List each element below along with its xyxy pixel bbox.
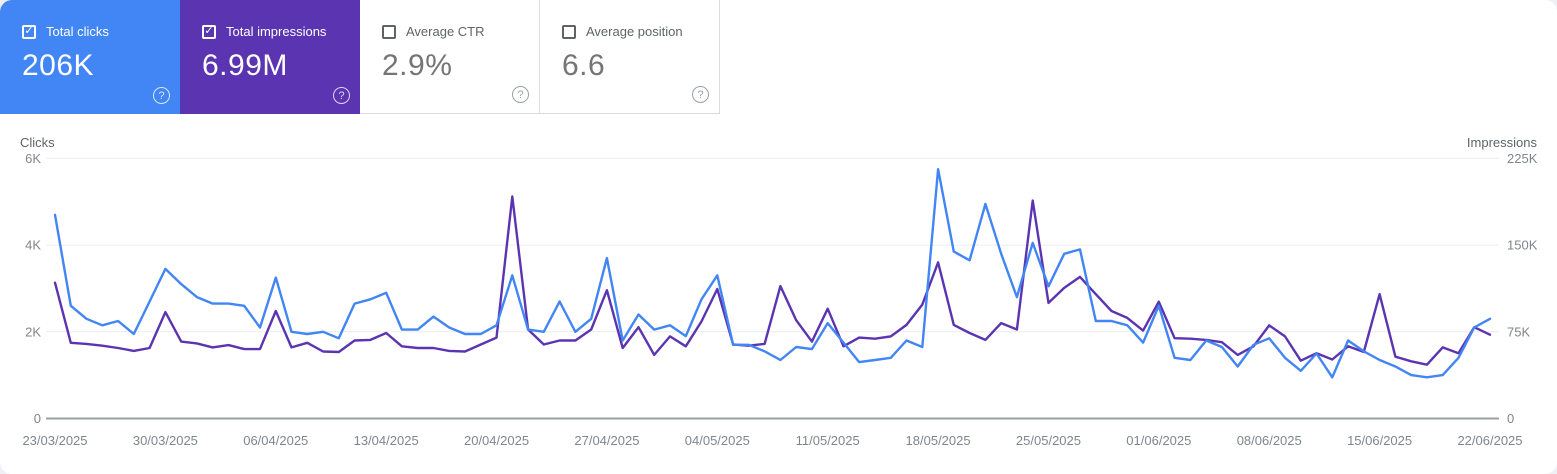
right-tick-label: 0 [1507,411,1514,426]
help-icon[interactable]: ? [692,86,709,103]
gridlines [46,157,1499,420]
clicks-impressions-line-chart: Clicks Impressions 6K 4K 2K 0 225K 150K 75K 0 2… [20,135,1538,448]
left-tick-label: 0 [34,411,41,426]
average-ctr-value: 2.9% [382,49,453,82]
total-impressions-checkbox[interactable]: ✓ [202,24,216,39]
right-tick-label: 75K [1507,324,1530,339]
average-position-checkbox[interactable] [562,24,576,39]
clicks-line-series [53,168,1492,379]
total-impressions-card[interactable]: ✓ Total impressions 6.99M ? [180,0,360,114]
total-impressions-label: Total impressions [226,24,327,39]
metric-cards-row: ✓ Total clicks 206K ? ✓ Total impression… [0,0,720,114]
date-label: 01/06/2025 [1126,433,1191,448]
total-clicks-card[interactable]: ✓ Total clicks 206K ? [0,0,180,114]
date-label: 18/05/2025 [906,433,971,448]
date-label: 30/03/2025 [133,433,198,448]
left-axis-title: Clicks [20,135,55,150]
axis-tick-labels: 6K 4K 2K 0 225K 150K 75K 0 [25,151,1538,426]
average-ctr-checkbox[interactable] [382,24,396,39]
x-axis-date-labels: 23/03/2025 30/03/2025 06/04/2025 13/04/2025… [22,433,1522,448]
right-axis-title: Impressions [1467,135,1538,150]
total-clicks-value: 206K [22,49,95,82]
left-tick-label: 4K [25,238,41,253]
date-label: 23/03/2025 [22,433,87,448]
left-tick-label: 2K [25,324,41,339]
average-ctr-label: Average CTR [406,24,485,39]
date-label: 27/04/2025 [574,433,639,448]
date-label: 13/04/2025 [354,433,419,448]
date-label: 22/06/2025 [1457,433,1522,448]
date-label: 15/06/2025 [1347,433,1412,448]
left-tick-label: 6K [25,151,41,166]
average-ctr-card[interactable]: Average CTR 2.9% ? [360,0,540,114]
average-position-label: Average position [586,24,683,39]
date-label: 20/04/2025 [464,433,529,448]
help-icon[interactable]: ? [512,86,529,103]
date-label: 08/06/2025 [1237,433,1302,448]
right-tick-label: 225K [1507,151,1538,166]
total-clicks-checkbox[interactable]: ✓ [22,24,36,39]
average-position-card[interactable]: Average position 6.6 ? [540,0,720,114]
performance-chart[interactable]: Clicks Impressions 6K 4K 2K 0 225K 150K 75K 0 2… [0,114,1557,474]
average-position-value: 6.6 [562,49,606,82]
right-tick-label: 150K [1507,238,1538,253]
date-label: 06/04/2025 [243,433,308,448]
help-icon[interactable]: ? [333,87,350,104]
impressions-line-series [53,195,1492,366]
help-icon[interactable]: ? [153,87,170,104]
date-label: 04/05/2025 [685,433,750,448]
date-label: 25/05/2025 [1016,433,1081,448]
date-label: 11/05/2025 [796,433,860,448]
total-clicks-label: Total clicks [46,24,109,39]
total-impressions-value: 6.99M [202,49,288,82]
